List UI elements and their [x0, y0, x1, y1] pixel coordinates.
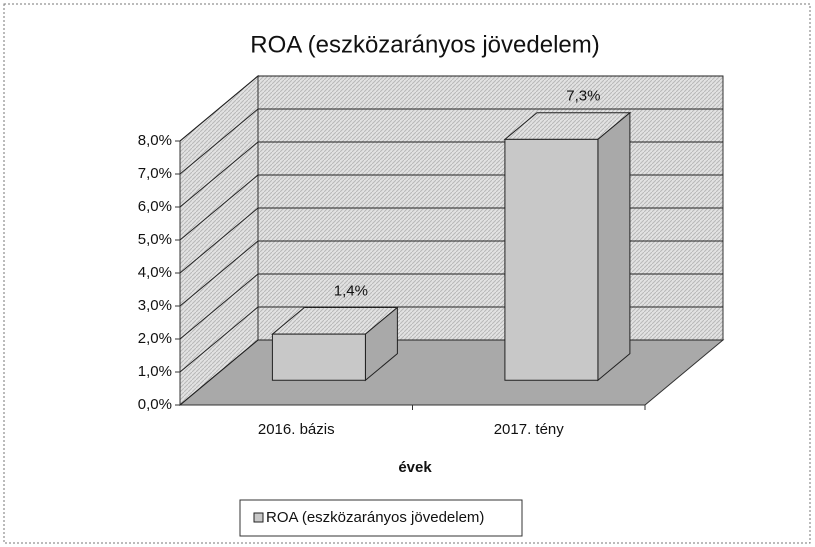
chart-title: ROA (eszközarányos jövedelem) [250, 31, 599, 58]
y-tick-label: 4,0% [138, 264, 172, 281]
legend-label: ROA (eszközarányos jövedelem) [266, 509, 484, 526]
y-tick-label: 5,0% [138, 231, 172, 248]
grid-line [179, 108, 259, 175]
grid-line [179, 141, 259, 208]
data-label: 7,3% [566, 88, 600, 105]
y-tick-label: 8,0% [138, 132, 172, 149]
y-tick-label: 7,0% [138, 165, 172, 182]
grid-line [179, 174, 259, 241]
y-tick-label: 6,0% [138, 198, 172, 215]
x-axis-label: évek [398, 459, 432, 476]
legend-box [239, 499, 523, 537]
grid-line [179, 240, 259, 307]
y-tick-label: 1,0% [138, 363, 172, 380]
y-tick-label: 0,0% [138, 396, 172, 413]
grid-line [179, 75, 259, 142]
grid-line [179, 207, 259, 274]
bar [271, 306, 399, 382]
grid-line [179, 339, 259, 406]
data-label: 1,4% [334, 282, 368, 299]
bar-front [504, 138, 599, 381]
y-tick-label: 2,0% [138, 330, 172, 347]
legend-swatch [253, 512, 264, 523]
x-tick-label: 2017. tény [494, 421, 565, 438]
grid-line [179, 306, 259, 373]
floor [178, 339, 725, 406]
bar-side [597, 111, 631, 382]
x-tick-label: 2016. bázis [258, 421, 335, 438]
bar-front [271, 333, 366, 381]
y-tick-label: 3,0% [138, 297, 172, 314]
grid-line [179, 273, 259, 340]
bar [503, 111, 632, 382]
